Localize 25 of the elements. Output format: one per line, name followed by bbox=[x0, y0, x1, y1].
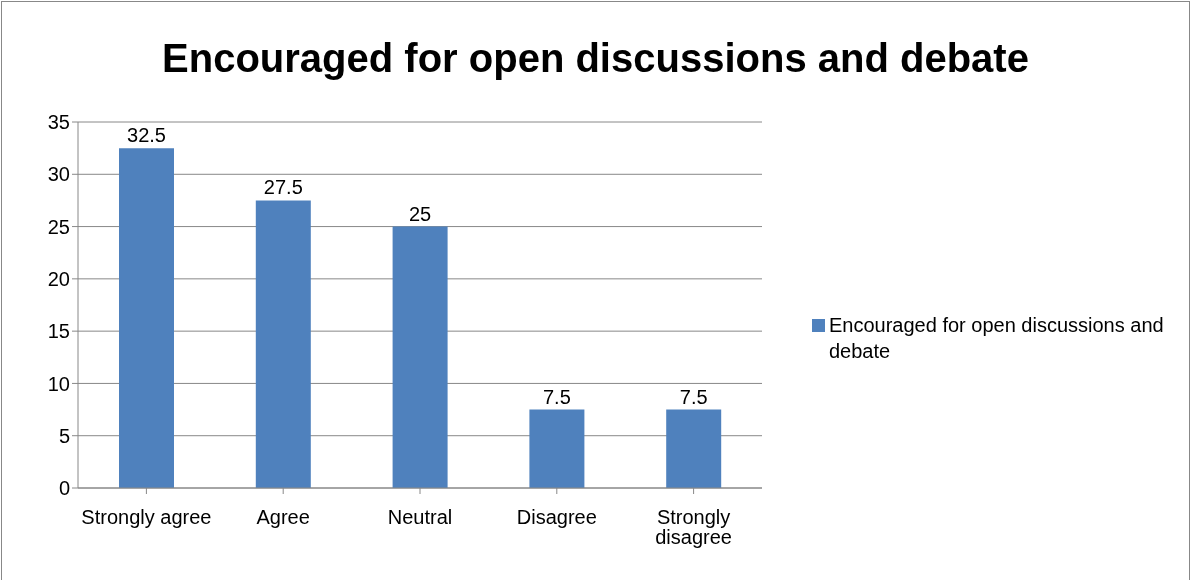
legend-label: Encouraged for open discussions and debate bbox=[829, 313, 1165, 364]
bar bbox=[529, 409, 585, 488]
data-label: 7.5 bbox=[679, 385, 708, 408]
x-tick-label: Strongly agree bbox=[81, 506, 212, 529]
bar bbox=[392, 226, 448, 488]
y-tick-label: 25 bbox=[47, 215, 70, 238]
chart-title: Encouraged for open discussions and debate bbox=[161, 36, 1030, 81]
x-tick-label: Agree bbox=[256, 506, 310, 529]
y-tick-label: 30 bbox=[47, 163, 70, 186]
x-tick-label: Strongly disagree bbox=[655, 506, 732, 549]
y-tick-label: 5 bbox=[58, 424, 70, 447]
data-label: 7.5 bbox=[542, 385, 571, 408]
x-tick-label: Neutral bbox=[387, 506, 453, 529]
y-tick-label: 20 bbox=[47, 267, 70, 290]
bar bbox=[255, 200, 311, 488]
y-tick-label: 10 bbox=[47, 372, 70, 395]
y-tick-label: 35 bbox=[47, 111, 70, 134]
bar bbox=[119, 148, 174, 488]
data-label: 27.5 bbox=[263, 176, 303, 199]
bar bbox=[666, 409, 722, 488]
data-label: 25 bbox=[408, 202, 432, 225]
data-label: 32.5 bbox=[127, 124, 166, 147]
x-tick-label: Disagree bbox=[516, 506, 597, 529]
y-tick-label: 0 bbox=[58, 477, 70, 500]
y-tick-label: 15 bbox=[47, 320, 70, 343]
